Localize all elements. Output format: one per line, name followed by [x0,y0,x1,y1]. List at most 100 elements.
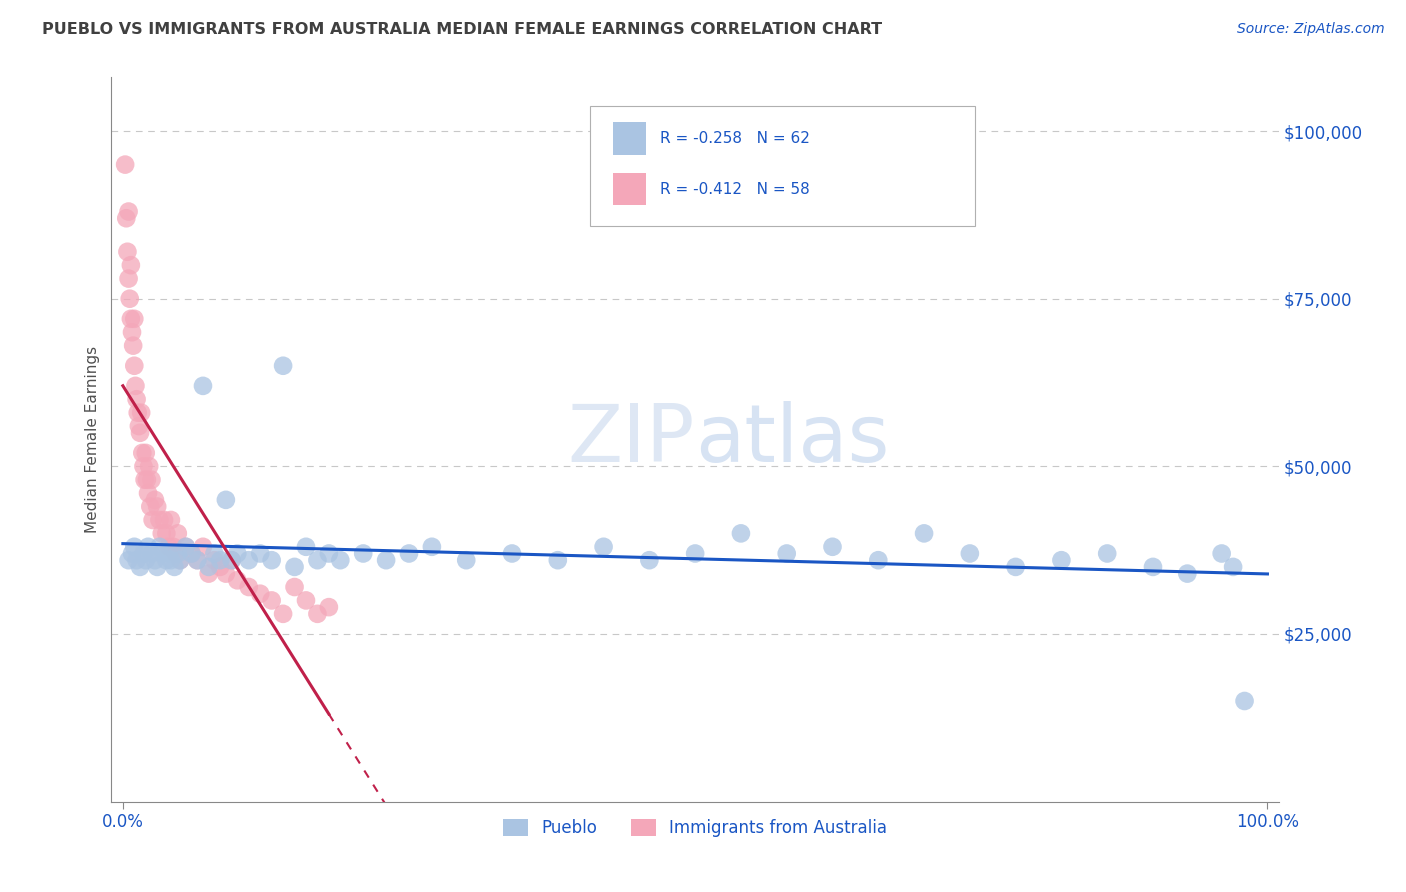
Point [186,553,208,567]
Point [124,540,146,554]
Point [295,593,318,607]
Point [221,553,243,567]
FancyBboxPatch shape [591,106,976,226]
Point [271,607,294,621]
Point [592,540,614,554]
Point [135,553,157,567]
Point [238,580,260,594]
Point [215,566,238,581]
Point [127,406,149,420]
Point [174,540,197,554]
Point [136,540,159,554]
Point [132,459,155,474]
Point [139,500,162,514]
Point [143,553,166,567]
Point [1004,560,1026,574]
Point [163,560,186,574]
Point [135,473,157,487]
Point [148,540,170,554]
Legend: Pueblo, Immigrants from Australia: Pueblo, Immigrants from Australia [496,813,894,844]
Point [121,325,143,339]
Point [180,547,202,561]
Point [318,547,340,561]
Point [125,392,148,407]
Point [155,526,177,541]
Point [456,553,478,567]
Point [122,338,145,352]
Point [204,553,226,567]
Point [125,553,148,567]
Point [180,547,202,561]
Point [260,553,283,567]
Point [318,600,340,615]
Point [501,547,523,561]
Point [155,553,177,567]
Point [1222,560,1244,574]
Bar [613,122,647,155]
Point [174,540,197,554]
Point [157,540,180,554]
Point [398,547,420,561]
Point [1233,694,1256,708]
Point [141,547,163,561]
Text: R = -0.412   N = 58: R = -0.412 N = 58 [661,182,810,196]
Point [1095,547,1118,561]
Point [141,473,163,487]
Bar [613,173,647,205]
Point [1142,560,1164,574]
Point [283,560,305,574]
Point [120,258,142,272]
Point [138,459,160,474]
Point [146,560,169,574]
Point [730,526,752,541]
Text: ZIP: ZIP [568,401,695,478]
Point [131,446,153,460]
Point [868,553,890,567]
Text: R = -0.258   N = 62: R = -0.258 N = 62 [661,131,810,146]
Point [143,492,166,507]
Y-axis label: Median Female Earnings: Median Female Earnings [86,346,100,533]
Point [683,547,706,561]
Point [226,574,249,588]
Point [165,547,187,561]
Point [124,379,146,393]
Point [186,553,208,567]
Point [169,553,191,567]
Point [249,587,271,601]
Point [160,513,183,527]
Point [1211,547,1233,561]
Point [148,513,170,527]
Point [307,607,329,621]
Text: PUEBLO VS IMMIGRANTS FROM AUSTRALIA MEDIAN FEMALE EARNINGS CORRELATION CHART: PUEBLO VS IMMIGRANTS FROM AUSTRALIA MEDI… [42,22,883,37]
Point [226,547,249,561]
Point [153,513,176,527]
Point [283,580,305,594]
Point [166,526,188,541]
Point [547,553,569,567]
Point [352,547,374,561]
Point [166,547,188,561]
Point [120,311,142,326]
Point [121,547,143,561]
Point [295,540,318,554]
Point [129,406,152,420]
Point [329,553,352,567]
Point [271,359,294,373]
Point [135,446,157,460]
Point [912,526,935,541]
Point [117,244,139,259]
Point [191,540,214,554]
Point [238,553,260,567]
Point [128,419,150,434]
Point [209,560,232,574]
Point [197,560,219,574]
Point [146,500,169,514]
Point [134,473,156,487]
Point [142,513,165,527]
Text: Source: ZipAtlas.com: Source: ZipAtlas.com [1237,22,1385,37]
Point [136,486,159,500]
Point [115,211,138,226]
Point [150,526,173,541]
Text: atlas: atlas [695,401,890,478]
Point [249,547,271,561]
